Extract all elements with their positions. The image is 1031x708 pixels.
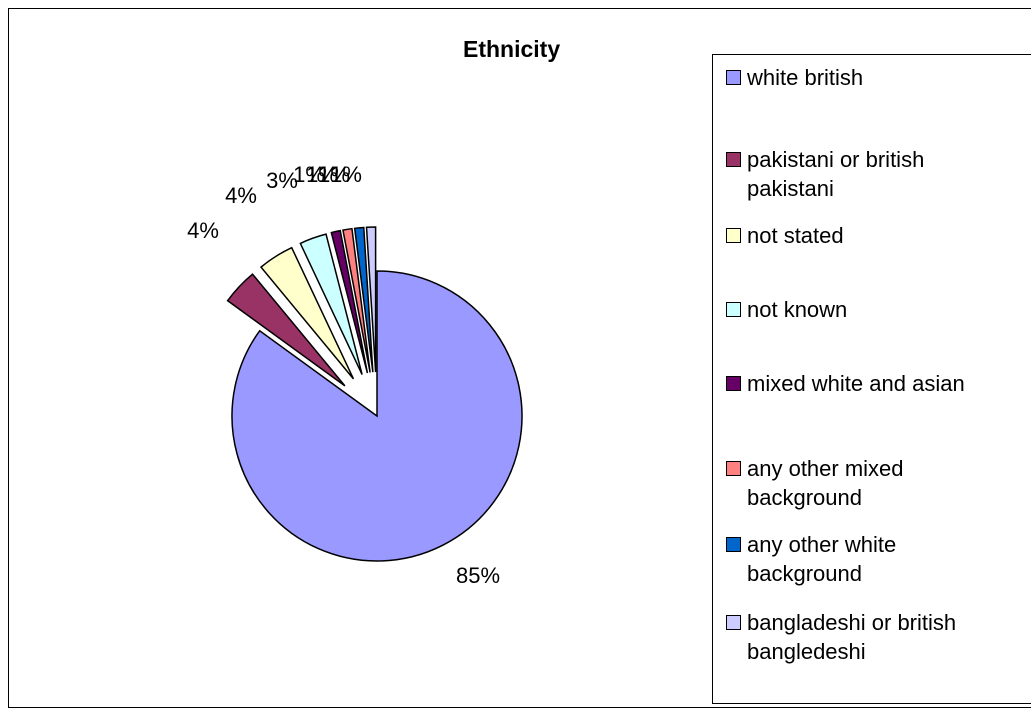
- legend-label: mixed white and asian: [747, 369, 1031, 398]
- legend-label-line: bangladeshi or british: [747, 610, 957, 635]
- pie-slice-mixed-white-and-asian: [330, 229, 369, 374]
- pie-slice-any-other-white-background: [353, 226, 374, 373]
- legend-label-line: pakistani or british: [747, 147, 925, 172]
- legend-swatch: [726, 376, 741, 391]
- legend-swatch: [726, 70, 741, 85]
- legend-label-line: any other mixed: [747, 456, 904, 481]
- legend-label: not stated: [747, 221, 1031, 250]
- pie-slice-any-other-mixed-background: [342, 227, 371, 373]
- pie-data-label: 1%: [330, 162, 362, 187]
- legend-swatch: [726, 302, 741, 317]
- pie-data-label: 4%: [187, 218, 219, 243]
- legend-label-line: bangledeshi: [747, 639, 866, 664]
- legend-label-line: not known: [747, 297, 848, 322]
- legend-item: mixed white and asian: [713, 369, 1031, 398]
- pie-chart: 85%4%4%3%1%1%1%1%: [187, 162, 523, 588]
- legend-label: any other white background: [747, 530, 1031, 588]
- pie-data-label: 1%: [318, 162, 350, 187]
- legend-item: any other white background: [713, 530, 1031, 588]
- legend-item: not stated: [713, 221, 1031, 250]
- legend-swatch: [726, 537, 741, 552]
- legend-swatch: [726, 461, 741, 476]
- chart-title: Ethnicity: [463, 36, 561, 62]
- legend-item: white british: [713, 63, 1031, 92]
- legend-item: any other mixed background: [713, 454, 1031, 512]
- legend-label: pakistani or british pakistani: [747, 145, 1031, 203]
- pie-data-label: 3%: [266, 168, 298, 193]
- legend-label-line: white british: [747, 65, 864, 90]
- legend-item: pakistani or british pakistani: [713, 145, 1031, 203]
- legend-label-line: background: [747, 561, 862, 586]
- legend-label: any other mixed background: [747, 454, 1031, 512]
- legend: white british pakistani or british pakista…: [712, 54, 1031, 704]
- pie-slice-white-british: [231, 270, 523, 562]
- pie-slice-pakistani-or-british-pakistani: [226, 273, 346, 387]
- pie-slice-not-stated: [259, 246, 355, 380]
- legend-label-line: mixed white and asian: [747, 371, 965, 396]
- legend-swatch: [726, 228, 741, 243]
- pie-slice-bangladeshi-or-british-bangledeshi: [365, 226, 377, 373]
- pie-data-label: 1%: [293, 162, 325, 187]
- legend-item: not known: [713, 295, 1031, 324]
- legend-label: bangladeshi or british bangledeshi: [747, 608, 1031, 666]
- legend-label-line: not stated: [747, 223, 844, 248]
- legend-swatch: [726, 615, 741, 630]
- legend-label: not known: [747, 295, 1031, 324]
- pie-data-label: 1%: [306, 162, 338, 187]
- legend-label-line: any other white: [747, 532, 897, 557]
- pie-slice-not-known: [299, 233, 363, 375]
- legend-label-line: pakistani: [747, 176, 834, 201]
- pie-data-label: 85%: [456, 563, 500, 588]
- legend-swatch: [726, 152, 741, 167]
- legend-label: white british: [747, 63, 1031, 92]
- pie-data-label: 4%: [225, 183, 257, 208]
- legend-item: bangladeshi or british bangledeshi: [713, 608, 1031, 666]
- legend-label-line: background: [747, 485, 862, 510]
